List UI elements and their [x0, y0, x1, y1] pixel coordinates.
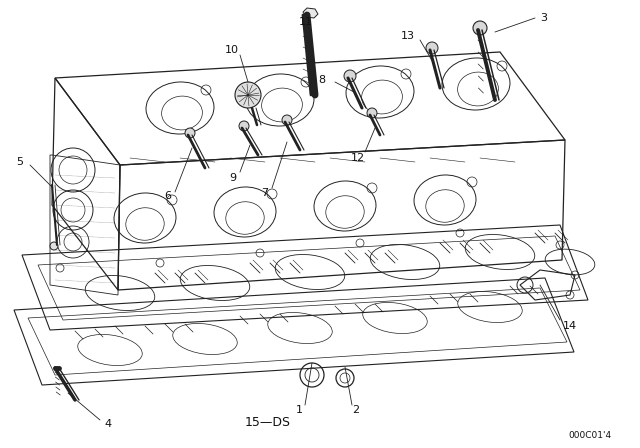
Text: 7: 7 — [261, 188, 269, 198]
Circle shape — [367, 108, 377, 118]
Text: 4: 4 — [104, 419, 111, 429]
Circle shape — [282, 115, 292, 125]
Text: 14: 14 — [563, 321, 577, 331]
Text: 2: 2 — [353, 405, 360, 415]
Text: 6: 6 — [164, 191, 172, 201]
Circle shape — [239, 121, 249, 131]
Text: 12: 12 — [351, 153, 365, 163]
Text: 5: 5 — [17, 157, 24, 167]
Circle shape — [235, 82, 261, 108]
Text: 15—DS: 15—DS — [245, 415, 291, 428]
Text: 3: 3 — [540, 13, 547, 23]
Circle shape — [344, 70, 356, 82]
Text: 000C01'4: 000C01'4 — [568, 431, 611, 439]
Circle shape — [426, 42, 438, 54]
Text: 10: 10 — [225, 45, 239, 55]
Circle shape — [50, 242, 58, 250]
Circle shape — [473, 21, 487, 35]
Text: 11: 11 — [299, 17, 313, 27]
Text: 9: 9 — [229, 173, 237, 183]
Circle shape — [185, 128, 195, 138]
Text: 13: 13 — [401, 31, 415, 41]
Text: 1: 1 — [296, 405, 303, 415]
Text: 8: 8 — [319, 75, 326, 85]
Polygon shape — [303, 8, 318, 18]
